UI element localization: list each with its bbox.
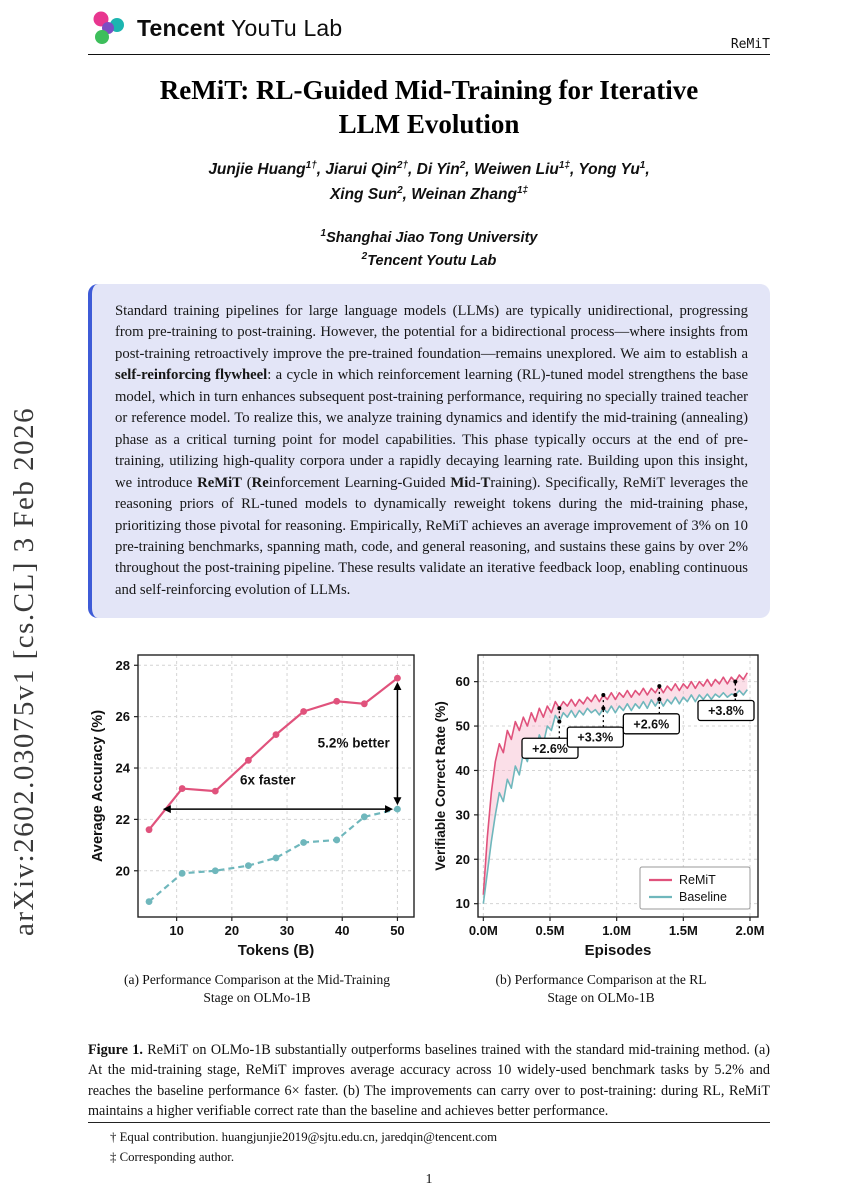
paper-title-line1: ReMiT: RL-Guided Mid-Training for Iterat…	[159, 75, 699, 105]
svg-text:50: 50	[456, 719, 470, 734]
footnote-equal-contribution: † Equal contribution. huangjunjie2019@sj…	[110, 1130, 498, 1144]
paper-title-line2: LLM Evolution	[338, 108, 520, 139]
running-title: ReMiT	[730, 37, 770, 52]
chart-b-block: 0.0M 0.5M 1.0M 1.5M 2.0M 10 20 30 40 50 60 Episodes…	[432, 645, 770, 1007]
youtu-lab-logo-icon	[93, 11, 124, 44]
svg-text:22: 22	[116, 812, 130, 827]
chart-b-rl-stage: 0.0M 0.5M 1.0M 1.5M 2.0M 10 20 30 40 50 60 Episodes…	[433, 654, 765, 959]
affiliation: 2Tencent Youtu Lab	[361, 251, 497, 270]
figure-1-caption: Figure 1. ReMiT on OLMo-1B substantially…	[88, 1042, 770, 1119]
figure-label: Figure 1.	[88, 1042, 143, 1058]
brand: Tencent YouTu Lab	[88, 10, 770, 46]
svg-text:+3.8%: +3.8%	[708, 704, 744, 718]
svg-text:26: 26	[116, 709, 130, 724]
svg-text:+2.6%: +2.6%	[633, 717, 669, 731]
figure-1: 10 20 30 40 50 20 22 24 26 28 Tokens (B) Average Ac…	[88, 645, 770, 1007]
footnote-block: † Equal contribution. huangjunjie2019@sj…	[88, 1122, 770, 1168]
affiliation-list: 1Shanghai Jiao Tong University 2Tencent …	[0, 226, 858, 273]
author: Weiwen Liu1‡,	[473, 160, 579, 179]
affiliation: 1Shanghai Jiao Tong University	[320, 228, 538, 246]
paper-title: ReMiT: RL-Guided Mid-Training for Iterat…	[0, 74, 858, 142]
svg-text:10: 10	[456, 896, 470, 911]
footnote-corresponding-author: ‡ Corresponding author.	[110, 1149, 235, 1164]
svg-text:Verifiable Correct Rate (%): Verifiable Correct Rate (%)	[433, 701, 448, 871]
svg-text:0.0M: 0.0M	[469, 923, 498, 938]
svg-text:+3.3%: +3.3%	[577, 731, 613, 745]
brand-tencent: Tencent	[137, 14, 225, 41]
author: Junjie Huang1†,	[208, 160, 326, 179]
chart-a-caption: (a) Performance Comparison at the Mid-Tr…	[123, 972, 391, 1006]
svg-text:0.5M: 0.5M	[536, 923, 565, 938]
page-header: Tencent YouTu Lab ReMiT	[88, 10, 770, 52]
svg-text:30: 30	[280, 923, 294, 938]
svg-text:40: 40	[456, 763, 470, 778]
svg-text:40: 40	[335, 923, 349, 938]
svg-text:30: 30	[456, 807, 470, 822]
svg-text:Tokens (B): Tokens (B)	[238, 942, 314, 959]
chart-b-caption: (b) Performance Comparison at the RL Sta…	[495, 972, 707, 1006]
author: Jiarui Qin2†,	[325, 160, 417, 179]
header-divider	[88, 54, 770, 55]
svg-text:20: 20	[225, 923, 239, 938]
svg-text:1.0M: 1.0M	[602, 923, 631, 938]
author-list: Junjie Huang1†, Jiarui Qin2†, Di Yin2, W…	[0, 158, 858, 208]
svg-text:6x faster: 6x faster	[240, 773, 296, 788]
svg-text:28: 28	[116, 658, 130, 673]
svg-text:10: 10	[169, 923, 183, 938]
author: Weinan Zhang1‡	[411, 184, 529, 204]
svg-text:+2.6%: +2.6%	[532, 742, 568, 756]
svg-text:ReMiT: ReMiT	[679, 873, 716, 887]
svg-text:20: 20	[456, 852, 470, 867]
svg-text:2.0M: 2.0M	[736, 923, 765, 938]
page-number: 1	[425, 1172, 433, 1187]
abstract-box: Standard training pipelines for large la…	[88, 284, 770, 619]
svg-text:20: 20	[116, 863, 130, 878]
svg-text:60: 60	[456, 674, 470, 689]
chart-a-block: 10 20 30 40 50 20 22 24 26 28 Tokens (B) Average Ac…	[88, 645, 426, 1007]
svg-text:1.5M: 1.5M	[669, 923, 698, 938]
svg-text:Episodes: Episodes	[585, 942, 652, 959]
brand-youtu-lab: YouTu Lab	[224, 14, 343, 41]
chart-a-mid-training: 10 20 30 40 50 20 22 24 26 28 Tokens (B) Average Ac…	[90, 654, 415, 959]
svg-text:Average Accuracy (%): Average Accuracy (%)	[90, 710, 106, 862]
svg-text:24: 24	[116, 761, 131, 776]
svg-text:5.2% better: 5.2% better	[318, 735, 391, 750]
author: Di Yin2,	[416, 160, 474, 179]
brand-text: Tencent YouTu Lab	[137, 15, 342, 42]
arxiv-watermark: arXiv:2602.03075v1 [cs.CL] 3 Feb 2026	[8, 406, 40, 936]
footnote-divider	[88, 1122, 770, 1123]
svg-text:Baseline: Baseline	[679, 890, 727, 904]
author: Yong Yu1,	[578, 160, 650, 179]
author: Xing Sun2,	[329, 184, 412, 204]
svg-text:50: 50	[390, 923, 404, 938]
